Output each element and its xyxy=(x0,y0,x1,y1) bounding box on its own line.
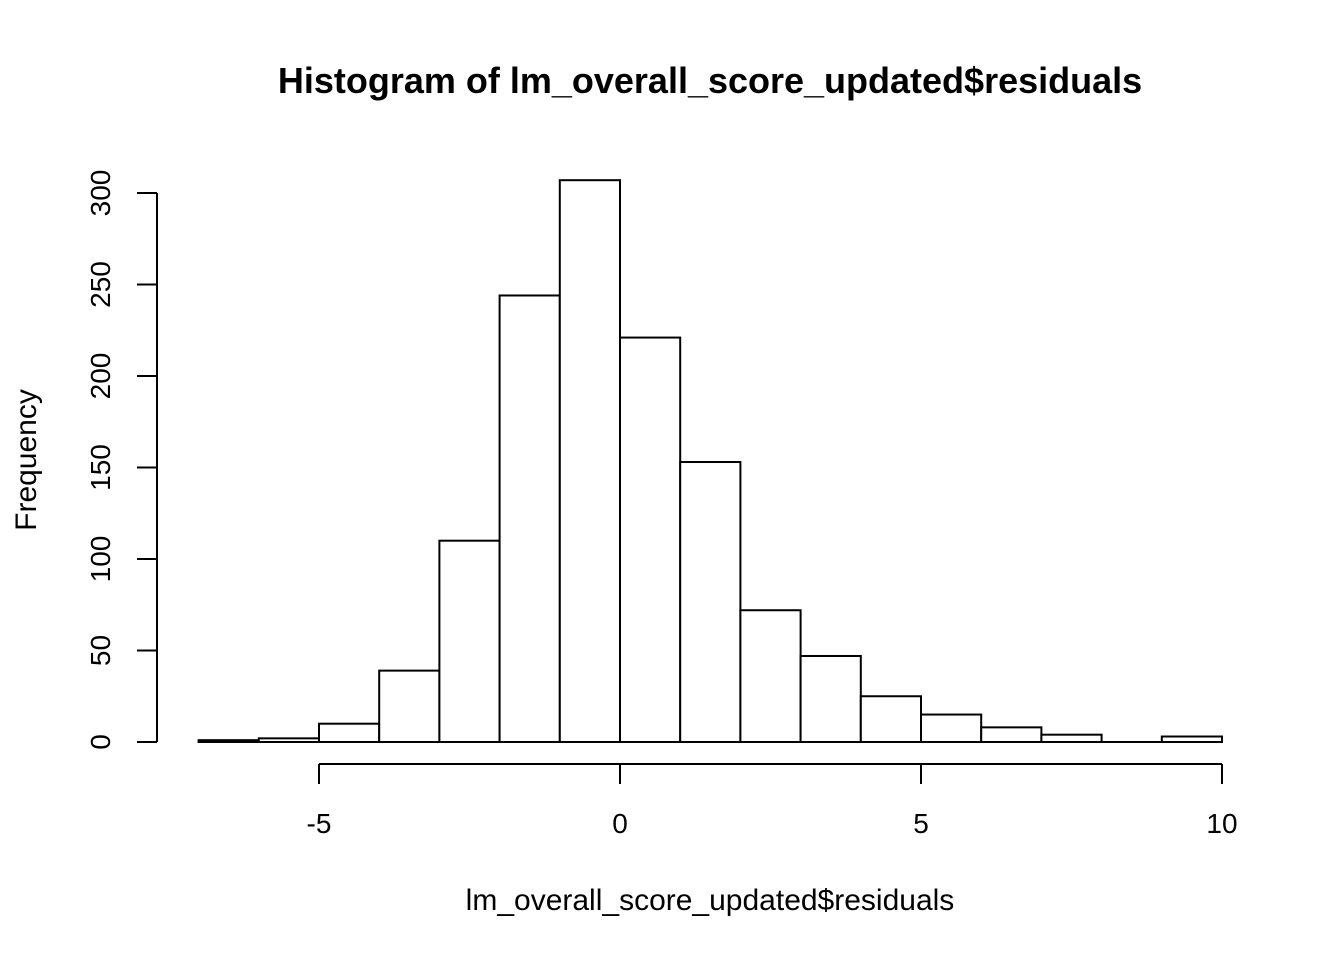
chart-title: Histogram of lm_overall_score_updated$re… xyxy=(278,60,1142,101)
x-tick-label: 5 xyxy=(913,808,929,839)
y-tick-label: 100 xyxy=(85,536,116,583)
histogram-bar xyxy=(558,179,621,743)
histogram-bar xyxy=(498,294,561,743)
histogram-bar xyxy=(920,713,983,743)
y-axis-label: Frequency xyxy=(10,389,43,531)
x-tick-label: 10 xyxy=(1206,808,1237,839)
x-tick-label: -5 xyxy=(307,808,332,839)
x-tick-label: 0 xyxy=(612,808,628,839)
y-tick-label: 200 xyxy=(85,353,116,400)
x-axis-label: lm_overall_score_updated$residuals xyxy=(466,884,955,917)
histogram-bar xyxy=(739,609,802,743)
y-tick-label: 150 xyxy=(85,444,116,491)
bars-group xyxy=(197,179,1224,744)
histogram-bar xyxy=(619,336,682,743)
histogram-bar xyxy=(799,654,862,743)
y-tick-label: 250 xyxy=(85,261,116,308)
x-axis: -5 0 5 10 xyxy=(307,763,1238,839)
histogram-bar xyxy=(1040,733,1103,743)
y-tick-label: 0 xyxy=(85,734,116,750)
histogram-bar xyxy=(980,726,1043,743)
histogram-bar xyxy=(318,722,381,744)
histogram-bar xyxy=(679,461,742,743)
histogram-bar xyxy=(438,539,501,744)
histogram-bar xyxy=(378,669,441,744)
y-tick-label: 300 xyxy=(85,170,116,217)
y-tick-label: 50 xyxy=(85,635,116,666)
y-axis: 0 50 100 150 200 250 300 xyxy=(85,170,158,750)
histogram-bar xyxy=(859,695,922,743)
